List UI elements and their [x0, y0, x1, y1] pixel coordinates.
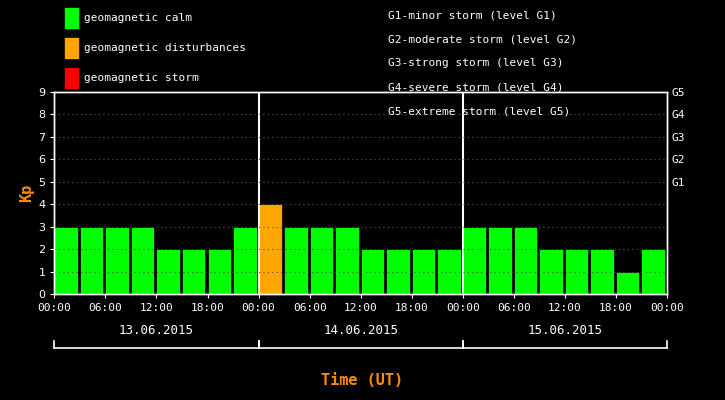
Bar [54, 227, 78, 294]
Bar [642, 249, 665, 294]
Text: 13.06.2015: 13.06.2015 [119, 324, 194, 336]
Bar [565, 249, 589, 294]
Text: G4-severe storm (level G4): G4-severe storm (level G4) [388, 82, 563, 92]
Bar [182, 249, 205, 294]
Text: G2-moderate storm (level G2): G2-moderate storm (level G2) [388, 34, 577, 44]
Bar [131, 227, 154, 294]
Bar [80, 227, 104, 294]
Bar [616, 272, 639, 294]
Bar [412, 249, 435, 294]
Bar [489, 227, 512, 294]
Bar [157, 249, 180, 294]
Text: 14.06.2015: 14.06.2015 [323, 324, 398, 336]
Bar [539, 249, 563, 294]
Text: G1-minor storm (level G1): G1-minor storm (level G1) [388, 10, 557, 20]
Bar [284, 227, 307, 294]
Y-axis label: Kp: Kp [19, 184, 34, 202]
Bar [590, 249, 614, 294]
Bar [514, 227, 537, 294]
Text: G5-extreme storm (level G5): G5-extreme storm (level G5) [388, 106, 570, 116]
Bar [259, 204, 282, 294]
Bar [386, 249, 410, 294]
Text: Time (UT): Time (UT) [321, 373, 404, 388]
Text: 15.06.2015: 15.06.2015 [527, 324, 602, 336]
Bar [105, 227, 129, 294]
Bar [335, 227, 359, 294]
Bar [437, 249, 461, 294]
Bar [463, 227, 486, 294]
Bar [360, 249, 384, 294]
Bar [207, 249, 231, 294]
Text: G3-strong storm (level G3): G3-strong storm (level G3) [388, 58, 563, 68]
Bar [233, 227, 257, 294]
Bar [310, 227, 333, 294]
Text: geomagnetic storm: geomagnetic storm [84, 73, 199, 83]
Text: geomagnetic disturbances: geomagnetic disturbances [84, 43, 246, 53]
Text: geomagnetic calm: geomagnetic calm [84, 13, 192, 23]
